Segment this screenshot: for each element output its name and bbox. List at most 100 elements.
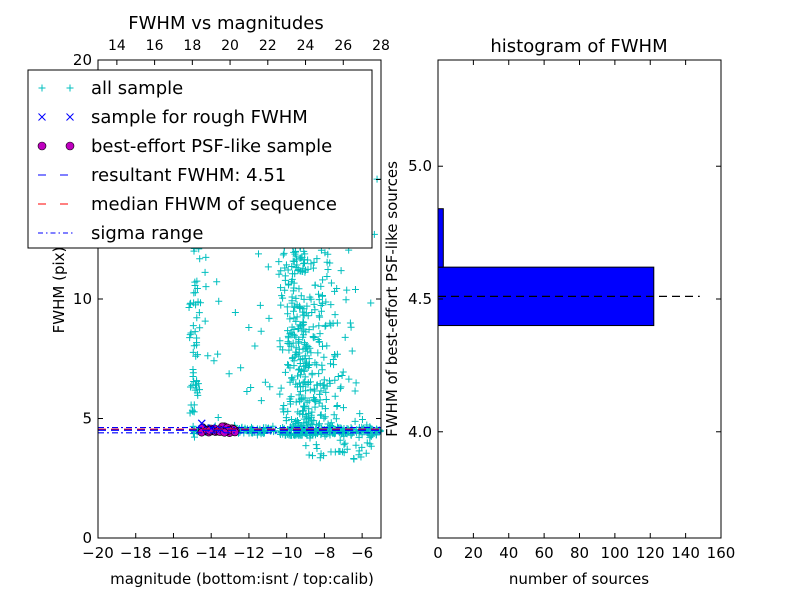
all-sample-point (204, 352, 212, 360)
all-sample-point (292, 247, 300, 255)
all-sample-point (326, 319, 334, 327)
all-sample-point (334, 373, 342, 381)
all-sample-point (333, 402, 341, 410)
all-sample-point (300, 402, 308, 410)
rough-sample-point (197, 419, 206, 428)
all-sample-point (318, 292, 326, 300)
legend-label: all sample (91, 78, 183, 99)
all-sample-point (336, 436, 344, 444)
all-sample-point (279, 294, 287, 302)
all-sample-point (336, 384, 344, 392)
all-sample-point (307, 260, 315, 268)
top-x-tick-label: 16 (146, 38, 164, 54)
all-sample-point (296, 360, 304, 368)
all-sample-point (324, 250, 332, 258)
all-sample-point (315, 312, 323, 320)
all-sample-point (281, 272, 289, 280)
all-sample-point (299, 260, 307, 268)
all-sample-point (323, 342, 331, 350)
all-sample-point (326, 379, 334, 387)
all-sample-point (300, 415, 308, 423)
all-sample-point (284, 310, 292, 318)
all-sample-point (327, 279, 335, 287)
x-tick-label: 40 (499, 544, 518, 562)
all-sample-point (247, 384, 255, 392)
all-sample-point (288, 323, 296, 331)
all-sample-point (301, 362, 309, 370)
y-tick-label: 20 (73, 51, 92, 69)
all-sample-point (237, 364, 245, 372)
scatter-data-layer (98, 81, 385, 463)
all-sample-point (286, 315, 294, 323)
y-tick-label: 4.0 (408, 423, 432, 441)
all-sample-point (313, 445, 321, 453)
all-sample-point (298, 254, 306, 262)
histogram-xlabel: number of sources (509, 570, 649, 588)
all-sample-point (320, 414, 328, 422)
all-sample-point (215, 297, 223, 305)
all-sample-point (335, 447, 343, 455)
all-sample-point (301, 259, 309, 267)
all-sample-point (213, 278, 221, 286)
all-sample-point (367, 442, 375, 450)
all-sample-point (311, 281, 319, 289)
all-sample-point (317, 411, 325, 419)
all-sample-point (287, 416, 295, 424)
all-sample-point (210, 357, 218, 365)
all-sample-point (321, 432, 329, 440)
all-sample-point (282, 414, 290, 422)
all-sample-point (295, 391, 303, 399)
all-sample-point (276, 337, 284, 345)
all-sample-point (196, 386, 204, 394)
legend-box (27, 69, 373, 249)
all-sample-point (192, 301, 200, 309)
all-sample-point (306, 378, 314, 386)
all-sample-point (309, 323, 317, 331)
all-sample-point (315, 322, 323, 330)
all-sample-point (284, 332, 292, 340)
all-sample-point (302, 328, 310, 336)
all-sample-point (310, 395, 318, 403)
all-sample-point (254, 250, 262, 258)
all-sample-point (343, 445, 351, 453)
all-sample-point (309, 334, 317, 342)
all-sample-point (191, 328, 199, 336)
all-sample-point (317, 450, 325, 458)
all-sample-point (269, 422, 277, 430)
all-sample-point (285, 346, 293, 354)
all-sample-point (297, 322, 305, 330)
x-tick-label: 0 (433, 544, 443, 562)
all-sample-point (330, 361, 338, 369)
top-x-tick-label: 14 (108, 38, 126, 54)
all-sample-point (302, 442, 310, 450)
all-sample-point (303, 358, 311, 366)
scatter-legend: all sample sample for rough FWHM best-effo… (27, 69, 373, 249)
all-sample-point (351, 417, 359, 425)
all-sample-point (299, 318, 307, 326)
top-x-tick-label: 20 (221, 38, 239, 54)
all-sample-point (327, 301, 335, 309)
scatter-title: FWHM vs magnitudes (128, 13, 323, 34)
all-sample-point (327, 419, 335, 427)
histogram-title: histogram of FWHM (490, 36, 667, 57)
all-sample-point (280, 249, 288, 257)
all-sample-point (193, 314, 201, 322)
all-sample-point (288, 293, 296, 301)
all-sample-point (276, 390, 284, 398)
all-sample-point (323, 258, 331, 266)
all-sample-point (194, 351, 202, 359)
legend-marker-circle (65, 141, 75, 151)
all-sample-point (189, 373, 197, 381)
all-sample-point (301, 394, 309, 402)
all-sample-point (187, 329, 195, 337)
all-sample-point (324, 265, 332, 273)
all-sample-point (265, 314, 273, 322)
all-sample-point (282, 261, 290, 269)
all-sample-point (257, 397, 265, 405)
x-tick-label: 60 (535, 544, 554, 562)
all-sample-point (275, 270, 283, 278)
all-sample-point (191, 289, 199, 297)
all-sample-point (243, 387, 251, 395)
all-sample-point (289, 287, 297, 295)
all-sample-point (307, 349, 315, 357)
